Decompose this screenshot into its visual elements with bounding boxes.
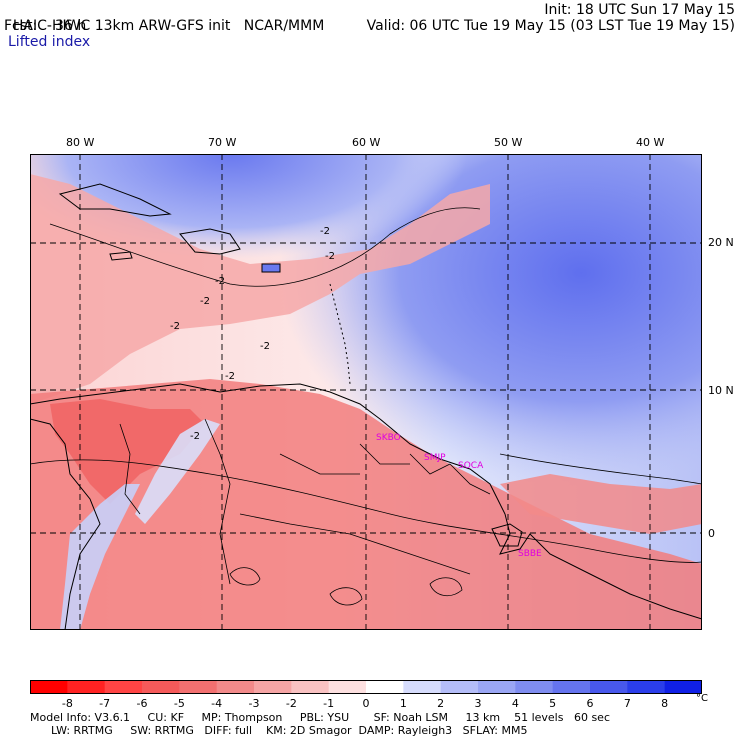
legend-frame — [30, 680, 702, 694]
light-blue-andes — [60, 484, 140, 630]
legend-swatch — [552, 680, 591, 694]
contour-label: -2 — [200, 296, 210, 307]
contour-minus2-caribbean — [49, 207, 481, 287]
legend-label: 2 — [437, 697, 445, 710]
legend-swatch — [30, 680, 68, 694]
forecast-hour: Fcst: 36 h — [4, 18, 87, 34]
contour-label: -2 — [325, 251, 335, 262]
contour-label: -2 — [215, 276, 225, 287]
org-name: NCAR/MMM — [243, 18, 325, 34]
legend-label: -4 — [211, 697, 223, 710]
lifted-index-map: -2 -2 -2 -2 -2 -2 -2 -2 SKBO SMJP SOCA S… — [30, 154, 702, 630]
legend-swatch — [440, 680, 479, 694]
legend-label: 7 — [623, 697, 631, 710]
lon-label-60w: 60 W — [352, 136, 381, 149]
legend-swatch — [478, 680, 516, 694]
red-region-atlantic-band — [500, 474, 702, 534]
model-info-line1: Model Info: V3.6.1 CU: KF MP: Thompson P… — [30, 711, 610, 724]
valid-time: Valid: 06 UTC Tue 19 May 15 (03 LST Tue … — [366, 18, 735, 34]
legend-swatch — [515, 680, 554, 694]
legend-label: 8 — [661, 697, 669, 710]
legend-label: -2 — [285, 697, 297, 710]
coastline-amazon-delta — [491, 523, 523, 547]
legend-label: -7 — [99, 697, 111, 710]
contour-label: -2 — [170, 321, 180, 332]
color-legend — [30, 680, 702, 694]
contour-minus2-south — [30, 459, 702, 563]
legend-swatch — [254, 680, 292, 694]
station-smjp: SMJP — [424, 453, 446, 463]
coastline-cuba — [58, 183, 172, 217]
init-time: Init: 18 UTC Sun 17 May 15 — [544, 2, 735, 18]
legend-swatch — [179, 680, 218, 694]
light-blue-strip — [135, 419, 220, 524]
coastline-south-america — [30, 383, 702, 620]
lon-label-80w: 80 W — [66, 136, 95, 149]
legend-swatch — [67, 680, 106, 694]
legend-label: 3 — [474, 697, 482, 710]
model-title: HAIC-HIWC 13km ARW-GFS init NCAR/MMM — [4, 2, 324, 34]
lat-label-10n: 10 N — [708, 384, 734, 397]
legend-swatch — [403, 680, 442, 694]
lon-label-40w: 40 W — [636, 136, 665, 149]
lat-lon-grid — [30, 154, 702, 630]
legend-label: -1 — [323, 697, 335, 710]
station-skbo: SKBO — [376, 433, 401, 443]
legend-swatch — [142, 680, 180, 694]
legend-label: 1 — [399, 697, 407, 710]
map-frame — [30, 154, 702, 630]
legend-label: -3 — [248, 697, 260, 710]
contour-label: -2 — [190, 431, 200, 442]
darker-red-region-colombia — [50, 399, 205, 504]
legend-label: 6 — [586, 697, 594, 710]
contour-label: -2 — [260, 341, 270, 352]
station-soca: SOCA — [458, 461, 484, 471]
station-sbbe: SBBE — [518, 549, 542, 559]
legend-swatch — [627, 680, 666, 694]
lon-label-50w: 50 W — [494, 136, 523, 149]
lat-label-0: 0 — [708, 527, 715, 540]
legend-swatch — [664, 680, 702, 694]
lon-label-70w: 70 W — [208, 136, 237, 149]
coastline-central-america — [30, 418, 101, 630]
legend-label: 4 — [511, 697, 519, 710]
lesser-antilles — [329, 283, 351, 385]
legend-label: -6 — [136, 697, 148, 710]
legend-swatch — [104, 680, 143, 694]
lat-label-20n: 20 N — [708, 236, 734, 249]
country-borders — [119, 418, 491, 585]
contour-label: -2 — [320, 226, 330, 237]
model-name: HAIC-HIWC 13km ARW-GFS init — [12, 18, 231, 34]
legend-swatch — [366, 680, 404, 694]
contour-minus2-atlantic — [499, 453, 702, 485]
legend-unit: °C — [696, 693, 708, 704]
legend-label: 0 — [362, 697, 370, 710]
legend-label: -8 — [61, 697, 73, 710]
contour-minus2-blobs — [229, 567, 463, 606]
coastline-jamaica — [109, 251, 133, 261]
legend-swatch — [590, 680, 628, 694]
legend-label: -5 — [173, 697, 185, 710]
coastline-hispaniola — [179, 228, 241, 255]
red-region-caribbean — [30, 174, 490, 404]
legend-swatch — [328, 680, 367, 694]
coastline-puerto-rico — [261, 263, 281, 273]
field-name: Lifted index — [8, 34, 91, 50]
model-info-line2: LW: RRTMG SW: RRTMG DIFF: full KM: 2D Sm… — [30, 724, 528, 737]
legend-swatch — [216, 680, 255, 694]
legend-label: 5 — [549, 697, 557, 710]
legend-swatch — [291, 680, 330, 694]
contour-label: -2 — [225, 371, 235, 382]
